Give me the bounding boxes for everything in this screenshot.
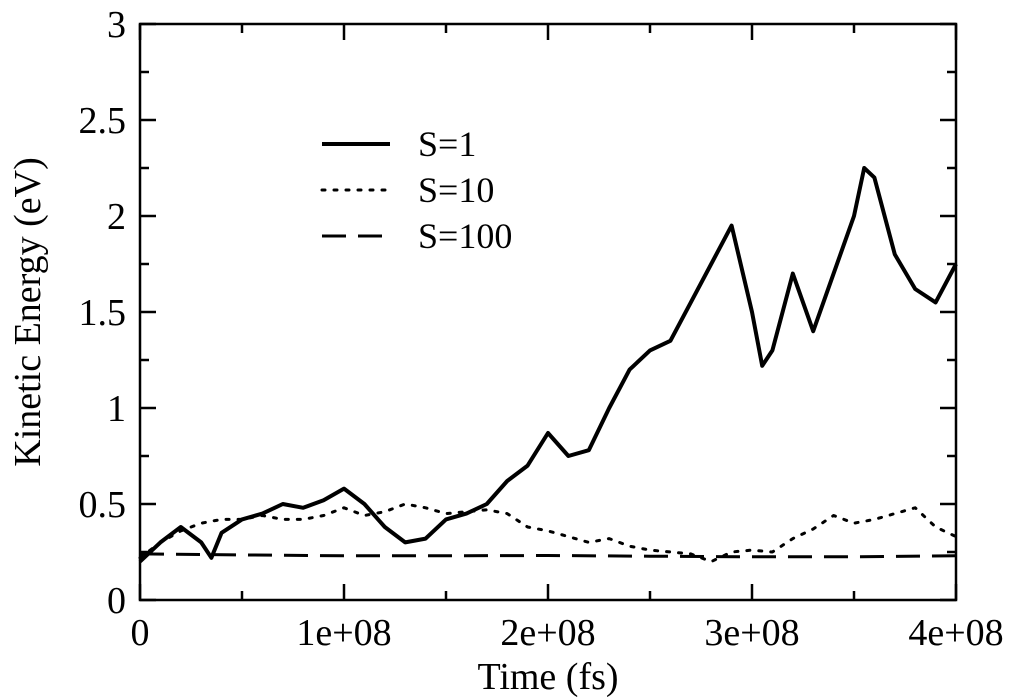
series-line-s-10 [138,502,958,564]
x-tick-label: 1e+08 [296,612,391,654]
legend-label: S=1 [418,124,476,164]
series-layer [138,166,958,564]
x-tick-label: 2e+08 [500,612,595,654]
x-tick-label: 4e+08 [908,612,1003,654]
y-axis-label: Kinetic Energy (eV) [7,157,49,467]
legend-label: S=10 [418,170,494,210]
y-tick-label: 2 [107,196,126,238]
y-tick-label: 1 [107,388,126,430]
y-tick-label: 0.5 [79,484,127,526]
y-tick-label: 2.5 [79,100,127,142]
ticks-layer [138,22,958,602]
y-tick-label: 3 [107,4,126,46]
tick-labels: 0 1e+08 2e+08 3e+08 4e+08 0 0.5 1 1.5 2 2.5 3 [79,4,1004,654]
series-line-s-1 [138,166,958,564]
y-tick-label: 1.5 [79,292,127,334]
legend-label: S=100 [418,216,512,256]
series-line-s-100 [139,552,957,559]
legend: S=1 S=10 S=100 [320,124,512,256]
x-axis-label: Time (fs) [477,656,618,697]
y-tick-label: 0 [107,580,126,622]
x-tick-label: 3e+08 [704,612,799,654]
x-tick-label: 0 [131,612,150,654]
